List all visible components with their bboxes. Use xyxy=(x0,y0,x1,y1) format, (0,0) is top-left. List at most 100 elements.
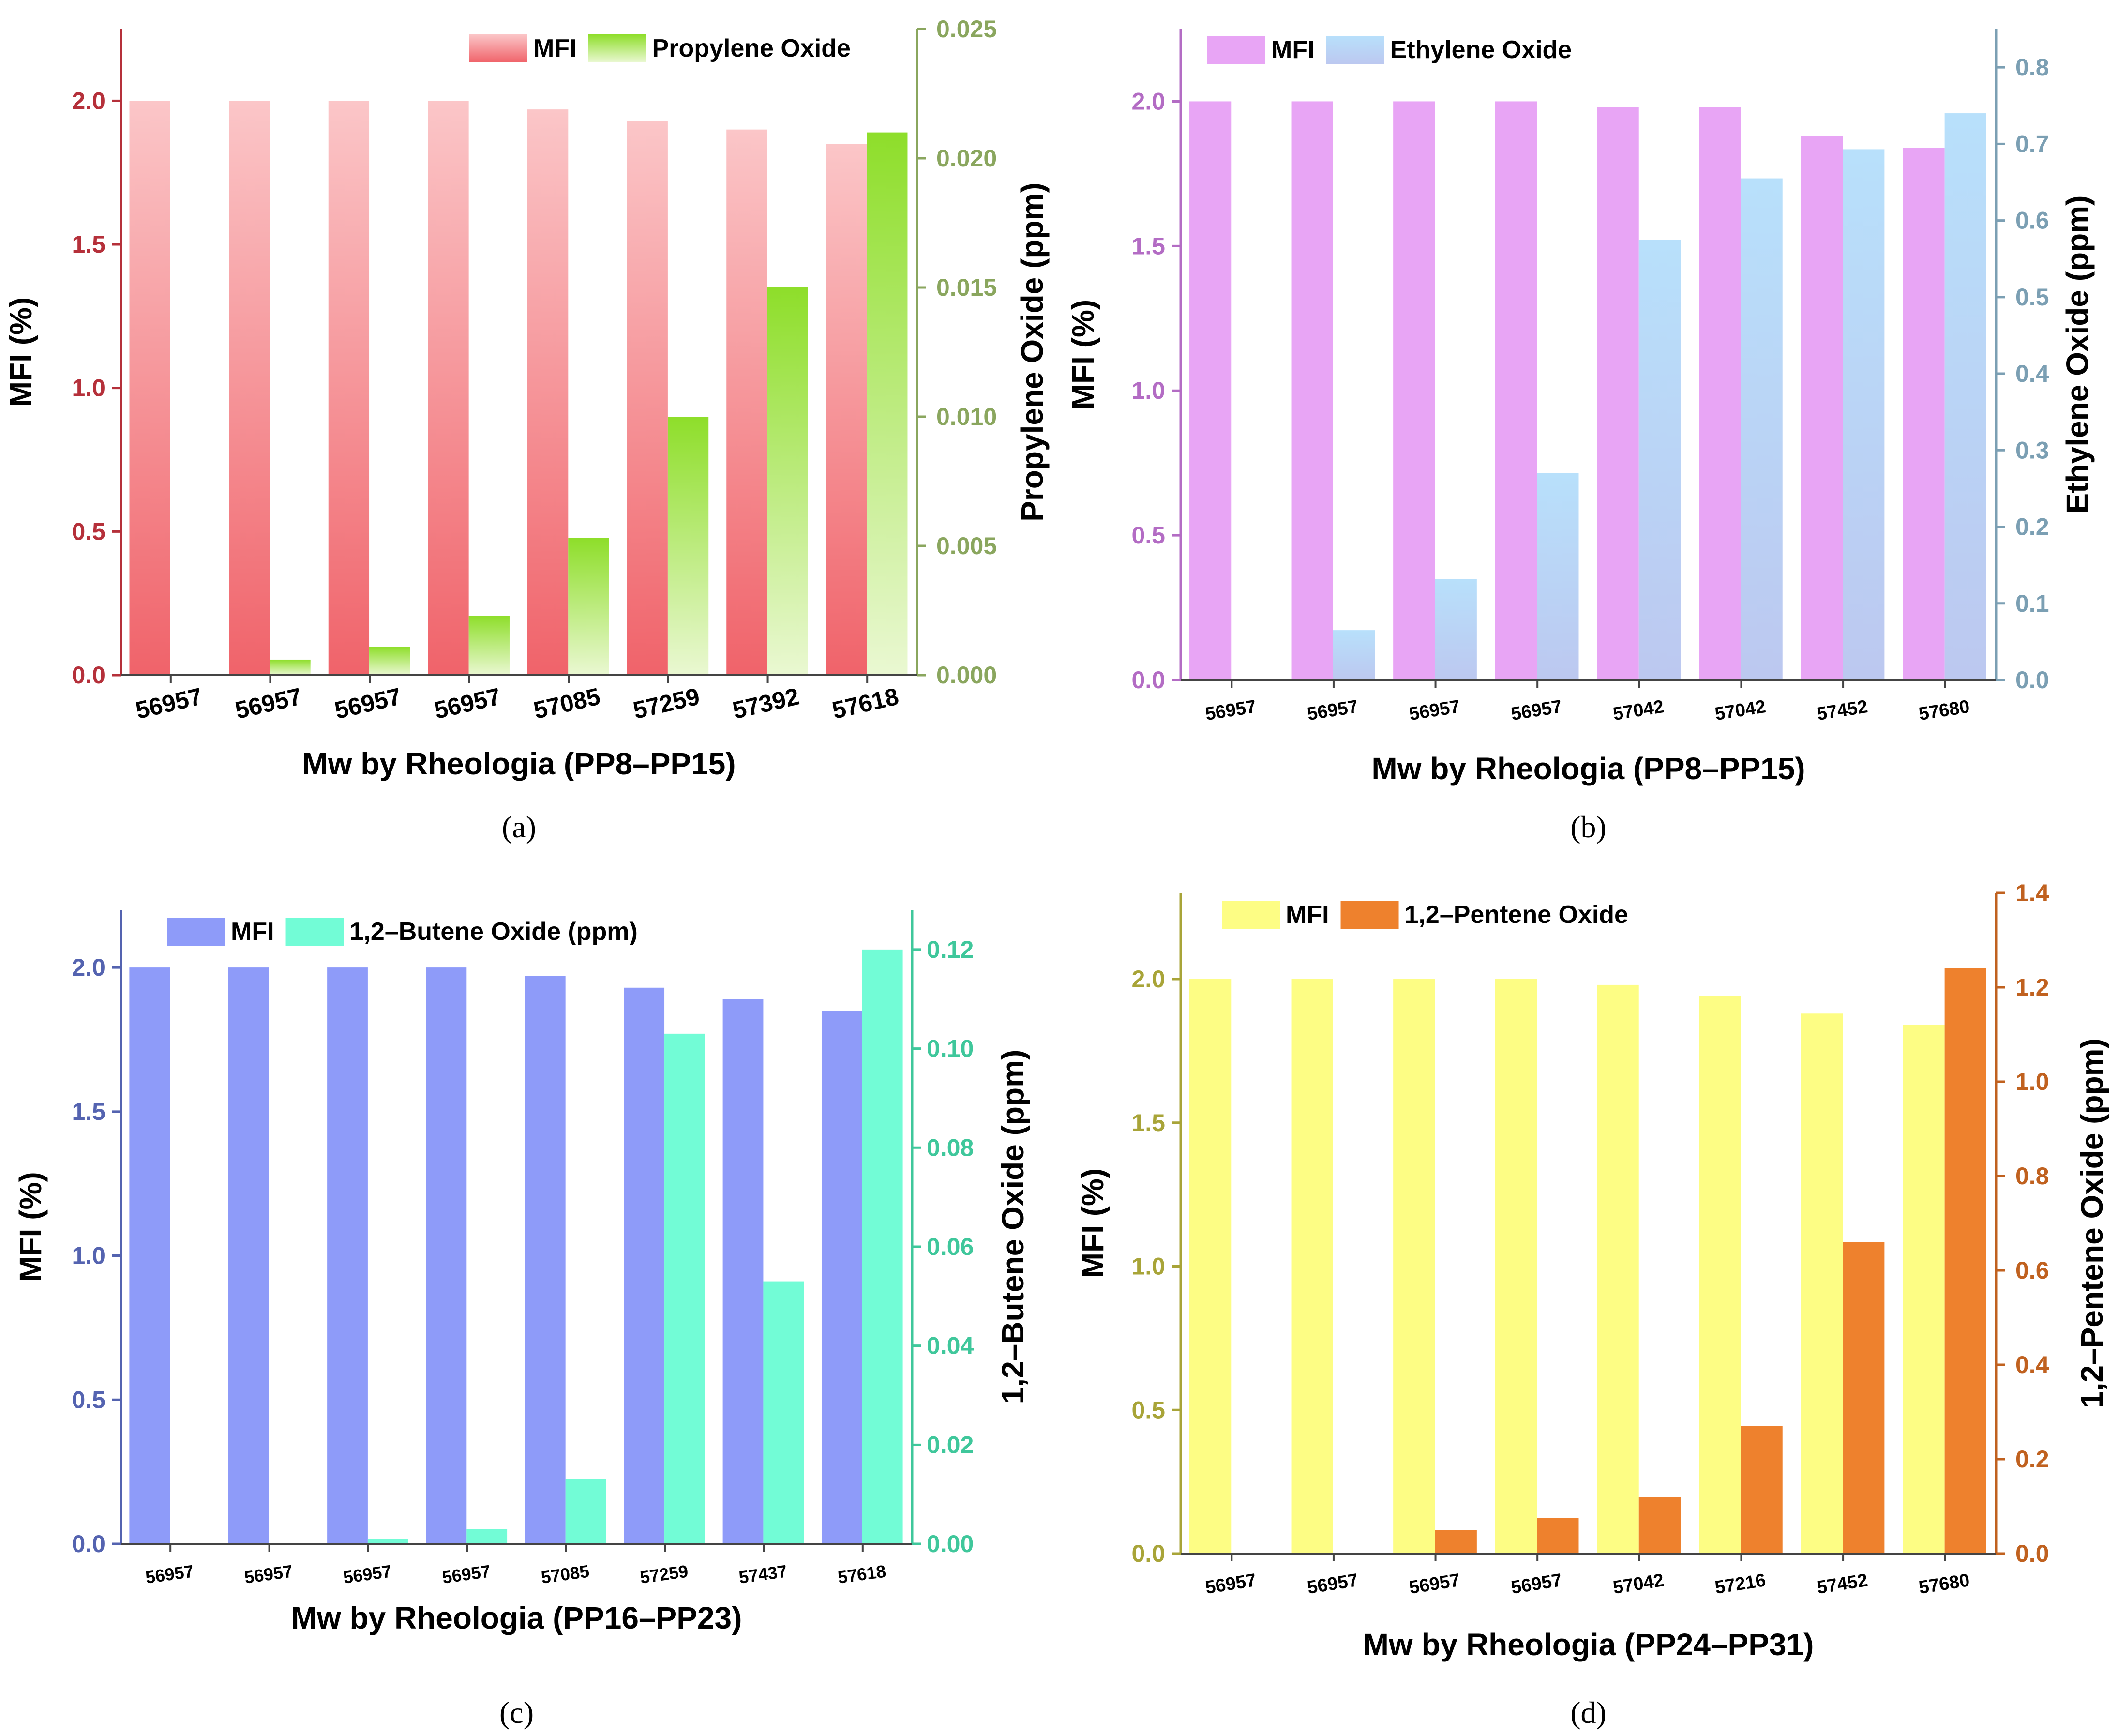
bar-oxide-4[interactable] xyxy=(468,616,510,675)
legend-swatch-mfi xyxy=(1207,36,1265,64)
left-tick-label: 0.5 xyxy=(72,1386,105,1413)
x-category-label: 56957 xyxy=(1306,1570,1360,1598)
bar-mfi-7[interactable] xyxy=(722,999,764,1544)
bar-oxide-6[interactable] xyxy=(1741,178,1783,680)
right-axis-title: 1,2–Pentene Oxide (ppm) xyxy=(2074,1038,2109,1408)
bar-mfi-1[interactable] xyxy=(129,101,170,675)
panel-caption: (d) xyxy=(1570,1695,1607,1730)
bar-mfi-2[interactable] xyxy=(228,967,269,1544)
left-tick-label: 0.5 xyxy=(1131,1396,1165,1423)
bar-mfi-2[interactable] xyxy=(1291,979,1333,1554)
left-axis-title: MFI (%) xyxy=(3,297,38,408)
bar-mfi-7[interactable] xyxy=(1801,1013,1843,1554)
bar-oxide-3[interactable] xyxy=(369,647,410,675)
bar-oxide-6[interactable] xyxy=(664,1033,705,1544)
bar-mfi-2[interactable] xyxy=(229,101,270,675)
chart-panel-c: 0.0 0.5 1.0 1.5 2.0 0.00 0.02 0.04 0.06 0.08 0.10 0… xyxy=(13,910,1030,1730)
left-tick-label: 2.0 xyxy=(72,87,105,114)
bar-mfi-1[interactable] xyxy=(1189,101,1232,680)
x-category-label: 57618 xyxy=(837,1561,887,1587)
bar-mfi-8[interactable] xyxy=(1903,148,1945,680)
right-axis-title: Ethylene Oxide (ppm) xyxy=(2060,196,2095,514)
left-tick-label: 0.5 xyxy=(1131,522,1165,549)
bar-mfi-7[interactable] xyxy=(726,129,767,676)
bar-mfi-4[interactable] xyxy=(428,101,469,675)
bar-mfi-8[interactable] xyxy=(821,1011,862,1544)
bar-oxide-5[interactable] xyxy=(1638,1497,1681,1554)
bar-mfi-6[interactable] xyxy=(1699,107,1741,680)
bar-oxide-7[interactable] xyxy=(1843,149,1885,680)
legend-label-mfi: MFI xyxy=(231,918,274,946)
bar-oxide-4[interactable] xyxy=(466,1529,508,1544)
bar-mfi-7[interactable] xyxy=(1801,136,1843,680)
left-tick-label: 1.0 xyxy=(1131,377,1165,404)
x-category-label: 56957 xyxy=(144,1561,195,1587)
bar-oxide-6[interactable] xyxy=(667,417,709,675)
right-tick-label: 0.015 xyxy=(936,274,997,301)
x-category-label: 57452 xyxy=(1816,1570,1869,1598)
left-tick-label: 1.5 xyxy=(72,231,105,258)
x-category-label: 57618 xyxy=(829,683,901,725)
bar-mfi-1[interactable] xyxy=(129,967,170,1544)
right-tick-label: 0.6 xyxy=(2015,1257,2049,1284)
bar-oxide-5[interactable] xyxy=(568,538,609,675)
legend-label-oxide: Propylene Oxide xyxy=(652,34,851,62)
bar-mfi-8[interactable] xyxy=(826,144,867,675)
bar-oxide-4[interactable] xyxy=(1537,473,1579,680)
left-tick-label: 1.0 xyxy=(1131,1253,1165,1280)
bar-oxide-4[interactable] xyxy=(1537,1518,1579,1554)
bar-oxide-3[interactable] xyxy=(367,1539,408,1544)
right-tick-label: 0.8 xyxy=(2015,54,2049,81)
bar-oxide-5[interactable] xyxy=(565,1479,606,1544)
bar-oxide-8[interactable] xyxy=(1944,113,1986,680)
right-tick-label: 0.3 xyxy=(2015,437,2049,464)
bar-mfi-3[interactable] xyxy=(1393,979,1435,1554)
bar-oxide-7[interactable] xyxy=(1843,1242,1885,1554)
bar-oxide-2[interactable] xyxy=(1333,630,1375,680)
bar-oxide-5[interactable] xyxy=(1638,240,1681,680)
bar-oxide-6[interactable] xyxy=(1741,1426,1783,1554)
legend-swatch-oxide xyxy=(1340,901,1399,929)
bar-oxide-7[interactable] xyxy=(767,287,808,675)
bar-oxide-8[interactable] xyxy=(1944,968,1986,1554)
x-category-label: 57259 xyxy=(639,1561,690,1587)
bar-oxide-7[interactable] xyxy=(763,1281,804,1544)
legend: MFI 1,2–Pentene Oxide xyxy=(1222,901,1628,929)
right-tick-label: 0.025 xyxy=(936,15,997,43)
bar-mfi-6[interactable] xyxy=(1699,996,1741,1554)
x-category-label: 56957 xyxy=(1204,696,1258,725)
bar-mfi-3[interactable] xyxy=(328,101,370,675)
bar-mfi-6[interactable] xyxy=(624,987,665,1544)
left-tick-label: 2.0 xyxy=(1131,966,1165,993)
x-axis-title: Mw by Rheologia (PP24–PP31) xyxy=(1363,1627,1814,1662)
right-tick-label: 0.005 xyxy=(936,532,997,559)
bar-mfi-5[interactable] xyxy=(525,976,566,1544)
bar-oxide-8[interactable] xyxy=(862,949,903,1544)
bar-mfi-6[interactable] xyxy=(627,121,668,675)
left-tick-label: 2.0 xyxy=(72,954,105,981)
legend: MFI Ethylene Oxide xyxy=(1207,36,1572,64)
bar-oxide-8[interactable] xyxy=(867,132,908,676)
bar-mfi-1[interactable] xyxy=(1189,979,1232,1554)
bar-mfi-3[interactable] xyxy=(1393,101,1435,680)
bar-mfi-8[interactable] xyxy=(1903,1025,1945,1554)
x-axis-title: Mw by Rheologia (PP8–PP15) xyxy=(1371,751,1805,786)
left-axis-title: MFI (%) xyxy=(1066,300,1100,410)
bar-mfi-4[interactable] xyxy=(1495,979,1537,1554)
bar-mfi-5[interactable] xyxy=(1597,984,1639,1554)
bar-mfi-2[interactable] xyxy=(1291,101,1333,680)
bar-oxide-3[interactable] xyxy=(1435,1530,1477,1554)
bar-mfi-4[interactable] xyxy=(426,967,467,1544)
bar-oxide-3[interactable] xyxy=(1435,579,1477,680)
left-tick-label: 0.0 xyxy=(1131,666,1165,694)
bar-mfi-4[interactable] xyxy=(1495,101,1537,680)
bar-mfi-5[interactable] xyxy=(1597,107,1639,680)
bar-mfi-5[interactable] xyxy=(527,109,569,676)
right-tick-label: 0.6 xyxy=(2015,207,2049,234)
bar-oxide-2[interactable] xyxy=(270,659,311,675)
legend-swatch-mfi xyxy=(1222,901,1280,929)
bar-mfi-3[interactable] xyxy=(327,967,368,1544)
left-tick-label: 1.0 xyxy=(72,1242,105,1269)
x-category-label: 57680 xyxy=(1917,1570,1971,1598)
